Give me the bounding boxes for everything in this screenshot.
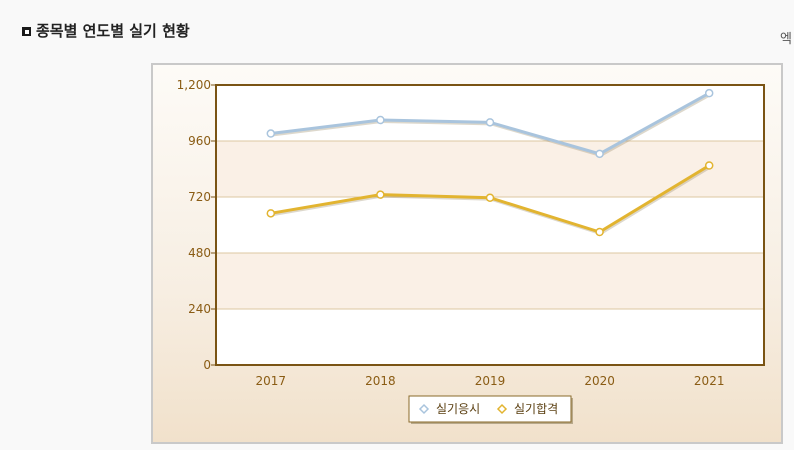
- y-tick-label: 1,200: [177, 78, 211, 92]
- section-header: 종목별 연도별 실기 현황: [22, 20, 190, 41]
- grid-band: [216, 253, 764, 309]
- series-1-point: [595, 149, 604, 159]
- x-tick-label: 2020: [584, 374, 615, 388]
- plot-area: [216, 85, 764, 365]
- series-1-point: [485, 118, 495, 127]
- bullet-icon: [22, 27, 31, 36]
- legend-box: [408, 395, 572, 423]
- series-1-point: [704, 88, 714, 98]
- series-1-point: [266, 129, 276, 138]
- x-tick-label: 2018: [365, 374, 396, 388]
- legend-label: 실기응시: [436, 402, 480, 416]
- chart-container: 0 240 480 720 960 1,200 2017 2018 2019 2020 2021 실기…: [151, 63, 783, 444]
- y-tick-label: 0: [203, 358, 211, 372]
- series-1-point: [376, 115, 385, 125]
- line-chart: 0 240 480 720 960 1,200 2017 2018 2019 2020 2021 실기…: [177, 78, 765, 424]
- legend: 실기응시 실기합격: [408, 395, 573, 424]
- series-2-point: [704, 161, 714, 170]
- x-tick-label: 2021: [694, 374, 725, 388]
- series-2-point: [266, 209, 276, 218]
- legend-marker-icon: [418, 403, 430, 415]
- x-tick-label: 2017: [256, 374, 287, 388]
- section-title: 종목별 연도별 실기 현황: [36, 22, 190, 40]
- series-2-point: [376, 190, 385, 199]
- y-tick-label: 480: [188, 246, 211, 260]
- y-tick-label: 960: [188, 134, 211, 148]
- x-tick-label: 2019: [475, 374, 506, 388]
- series-2-point: [485, 193, 495, 202]
- grid-band: [216, 141, 764, 197]
- legend-marker-icon: [496, 403, 508, 415]
- excel-download-link[interactable]: 엑: [780, 32, 792, 47]
- plot-border: [215, 84, 765, 366]
- legend-label: 실기합격: [514, 402, 558, 416]
- y-tick-label: 720: [188, 190, 211, 204]
- series-2-point: [595, 227, 604, 237]
- y-tick-label: 240: [188, 302, 211, 316]
